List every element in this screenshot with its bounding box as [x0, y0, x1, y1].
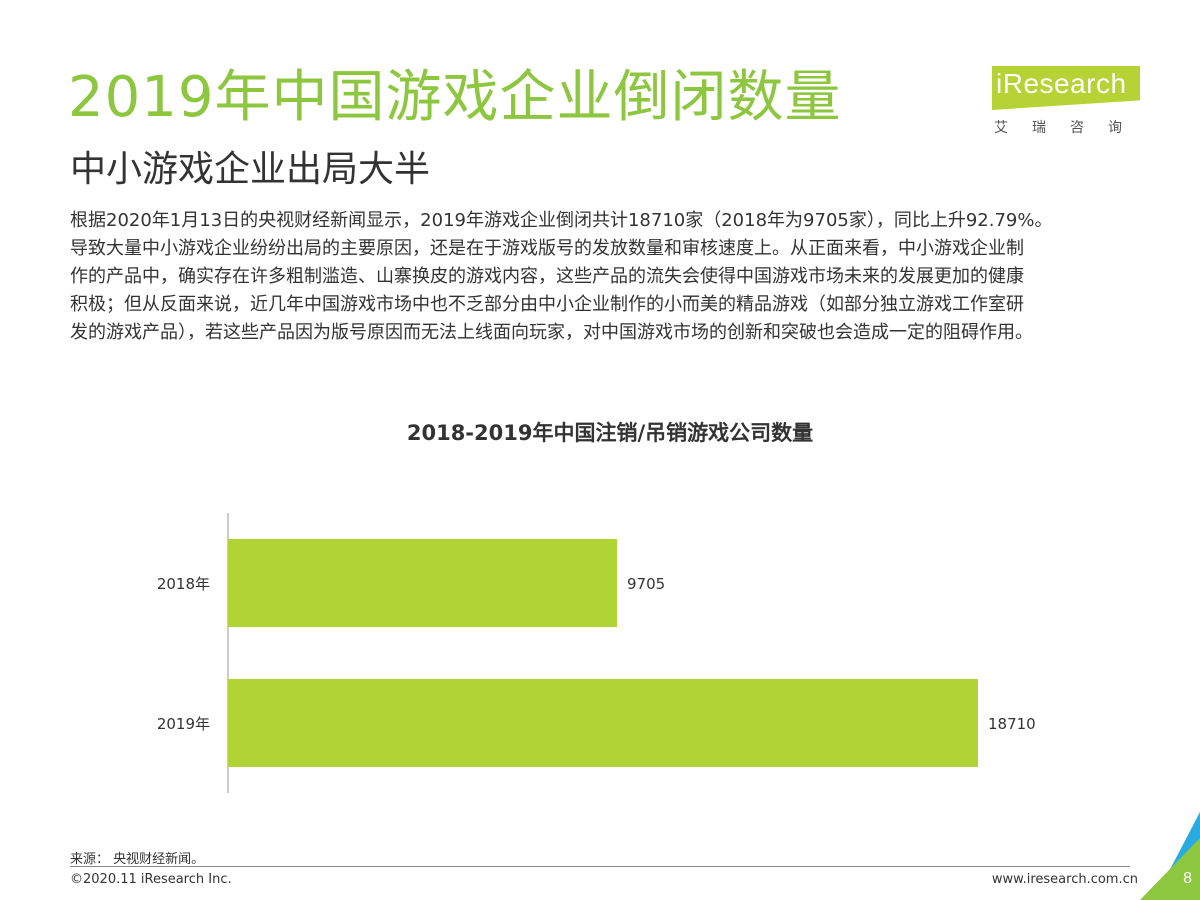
bar-chart: 2018-2019年中国注销/吊销游戏公司数量 2018年 9705 2019年 18… [157, 421, 1036, 793]
corner-decoration [1140, 812, 1200, 900]
footer-divider [70, 866, 1130, 867]
bar-1 [228, 679, 978, 767]
body-line: 根据2020年1月13日的央视财经新闻显示，2019年游戏企业倒闭共计18710… [70, 210, 1053, 231]
page-title: 2019年中国游戏企业倒闭数量 [68, 65, 842, 130]
value-label: 9705 [627, 575, 665, 593]
body-line: 积极；但从反面来说，近几年中国游戏市场中也不乏部分由中小企业制作的小而美的精品游… [70, 294, 1024, 315]
logo-cn-name: 艾瑞咨询 [994, 120, 1146, 136]
page-number: 8 [1183, 870, 1192, 887]
category-label: 2019年 [157, 715, 210, 733]
bar-0 [228, 539, 618, 627]
logo-name: iResearch [996, 68, 1127, 99]
page-subtitle: 中小游戏企业出局大半 [70, 149, 431, 190]
corner-green-shape [1140, 838, 1200, 900]
website-link[interactable]: www.iresearch.com.cn [991, 872, 1138, 887]
copyright: ©2020.11 iResearch Inc. [70, 872, 232, 887]
body-paragraph: 根据2020年1月13日的央视财经新闻显示，2019年游戏企业倒闭共计18710… [70, 207, 1150, 347]
value-label: 18710 [988, 715, 1036, 733]
iresearch-logo: iResearch 艾瑞咨询 [984, 62, 1144, 142]
category-label: 2018年 [157, 575, 210, 593]
body-line: 发的游戏产品），若这些产品因为版号原因而无法上线面向玩家，对中国游戏市场的创新和… [70, 322, 1033, 343]
bars-group: 2018年 9705 2019年 18710 [157, 539, 1036, 767]
body-line: 导致大量中小游戏企业纷纷出局的主要原因，还是在于游戏版号的发放数量和审核速度上。… [70, 238, 1024, 259]
chart-title: 2018-2019年中国注销/吊销游戏公司数量 [407, 421, 813, 445]
body-line: 作的产品中，确实存在许多粗制滥造、山寨换皮的游戏内容，这些产品的流失会使得中国游… [70, 266, 1024, 287]
source-note: 来源： 央视财经新闻。 [70, 852, 205, 867]
